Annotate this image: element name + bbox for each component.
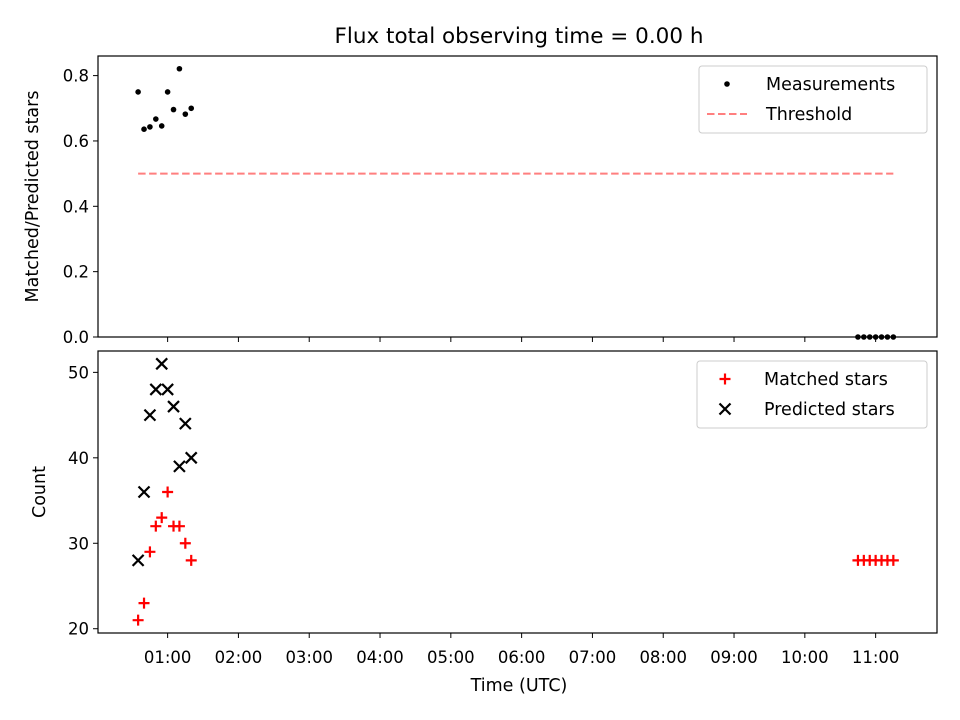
predicted-star-point [149, 383, 163, 396]
x-tick-label: 09:00 [710, 648, 758, 667]
y-tick-label-bottom: 20 [68, 620, 89, 639]
x-axis-label: Time (UTC) [470, 676, 568, 696]
predicted-star-point [167, 400, 180, 413]
x-tick-label: 08:00 [639, 648, 687, 667]
matched-star-point [162, 486, 174, 498]
legend-box-top [698, 65, 928, 134]
x-tick-label: 07:00 [569, 648, 617, 667]
matched-star-point [132, 614, 144, 626]
legend-label: Predicted stars [764, 400, 895, 420]
x-tick-label: 04:00 [356, 648, 404, 667]
measurement-point [170, 106, 177, 113]
axes-frame-top [97, 55, 938, 338]
legend-label: Measurements [766, 75, 895, 95]
legend-top: Measurements Threshold [698, 65, 928, 134]
predicted-star-point [173, 460, 186, 473]
predicted-star-point [179, 417, 192, 430]
axes-frame-bottom [97, 350, 938, 634]
y-axis-label-top: Matched/Predicted stars [23, 91, 43, 303]
y-tick-label-top: 0.8 [63, 67, 89, 86]
predicted-star-point [131, 554, 145, 567]
predicted-star-point [155, 357, 168, 371]
measurement-point [141, 126, 147, 132]
y-tick-label-top: 0.2 [63, 263, 89, 282]
x-tick-label: 05:00 [427, 648, 475, 667]
y-axis-label-bottom: Count [30, 466, 50, 518]
x-tick-label: 03:00 [285, 648, 333, 667]
predicted-star-point [161, 383, 174, 396]
x-tick-label: 02:00 [215, 648, 263, 667]
matched-star-point [173, 520, 185, 532]
x-tick-label: 06:00 [498, 648, 546, 667]
matched-star-point [887, 554, 899, 566]
legend-box-bottom [696, 360, 928, 429]
x-tick-label: 11:00 [852, 648, 900, 667]
x-tick-label: 01:00 [144, 648, 192, 667]
matched-star-point [156, 512, 168, 524]
matched-star-point [185, 554, 197, 566]
y-tick-label-top: 0.4 [63, 197, 89, 216]
measurement-point [182, 111, 189, 117]
matched-star-point [144, 546, 156, 558]
measurement-point [176, 65, 183, 72]
legend-marker-measurements [724, 81, 730, 87]
y-tick-label-bottom: 50 [68, 363, 89, 382]
measurement-point [153, 116, 159, 122]
x-tick-label: 10:00 [781, 648, 829, 667]
predicted-star-point [137, 485, 151, 499]
measurement-point [147, 124, 153, 130]
measurement-point [158, 123, 165, 129]
measurement-point [135, 89, 141, 95]
matched-star-point [150, 520, 162, 532]
chart-title: Flux total observing time = 0.00 h [335, 24, 704, 49]
legend-bottom: Matched stars Predicted stars [696, 360, 928, 429]
bottom-panel: 20 30 40 50 01:00 02:00 03:00 04:00 05:00 06:00 07… [30, 350, 938, 667]
y-tick-label-top: 0.6 [63, 132, 89, 151]
top-panel: 0.0 0.2 0.4 0.6 0.8 Matched/Predicted stars Me… [23, 55, 938, 347]
measurement-point [164, 89, 171, 95]
legend-label: Threshold [765, 105, 852, 125]
matched-star-point [179, 537, 191, 549]
legend-marker-predicted [718, 402, 732, 416]
y-tick-label-bottom: 30 [68, 534, 89, 553]
matched-star-point [138, 597, 150, 609]
y-tick-label-top: 0.0 [63, 328, 89, 347]
predicted-star-point [143, 408, 157, 422]
predicted-star-point [184, 451, 198, 465]
y-tick-label-bottom: 40 [68, 449, 89, 468]
legend-label: Matched stars [764, 370, 888, 390]
legend-marker-matched [719, 373, 731, 385]
measurement-point [188, 105, 195, 112]
